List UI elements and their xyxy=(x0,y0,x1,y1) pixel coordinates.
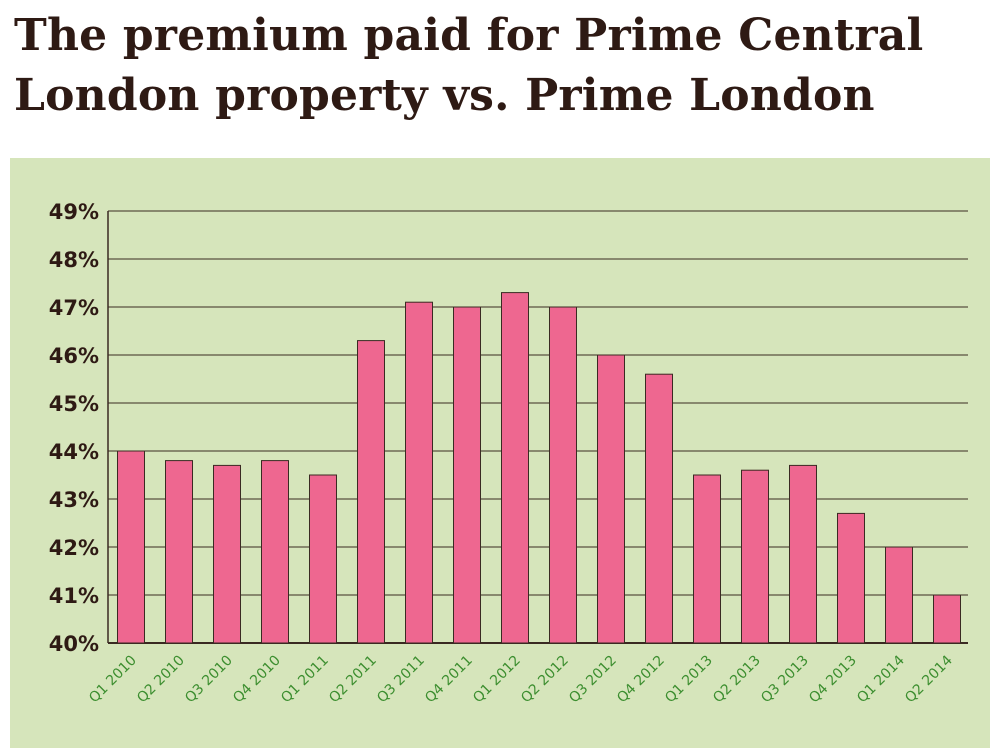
y-tick-label: 46% xyxy=(49,344,99,368)
chart-panel xyxy=(10,158,990,748)
y-tick-label: 49% xyxy=(49,200,99,224)
bar xyxy=(885,546,913,644)
bar xyxy=(309,474,337,644)
x-tick-label: Q4 2011 xyxy=(422,653,476,707)
y-tick-label: 48% xyxy=(49,248,99,272)
x-tick-label: Q4 2010 xyxy=(230,653,284,707)
gridlines xyxy=(107,210,968,644)
x-tick-label: Q1 2011 xyxy=(278,653,332,707)
y-tick-label: 47% xyxy=(49,296,99,320)
x-tick-label: Q2 2012 xyxy=(518,653,572,707)
x-tick-label: Q1 2010 xyxy=(86,653,140,707)
x-tick-label: Q2 2014 xyxy=(902,652,956,706)
bar xyxy=(549,306,577,644)
y-tick-label: 40% xyxy=(49,632,99,656)
bar xyxy=(213,464,241,644)
x-tick-label: Q2 2010 xyxy=(134,653,188,707)
bar xyxy=(741,469,769,644)
bar xyxy=(117,450,145,644)
bar xyxy=(405,301,433,644)
x-tick-label: Q3 2011 xyxy=(374,653,428,707)
bar xyxy=(837,512,865,644)
x-tick-label: Q1 2012 xyxy=(470,653,524,707)
y-tick-label: 42% xyxy=(49,536,99,560)
bar xyxy=(693,474,721,644)
x-tick-label: Q3 2012 xyxy=(566,653,620,707)
bar xyxy=(933,594,961,644)
x-tick-label: Q1 2014 xyxy=(854,652,908,706)
bar xyxy=(357,340,385,644)
y-tick-label: 43% xyxy=(49,488,99,512)
x-tick-label: Q1 2013 xyxy=(662,653,716,707)
bar xyxy=(789,464,817,644)
bar xyxy=(645,373,673,644)
bars xyxy=(117,292,961,644)
bar xyxy=(261,460,289,644)
x-tick-label: Q4 2013 xyxy=(806,653,860,707)
y-axis-ticks: 40% 41% 42% 43% 44% 45% 46% 47% 48% 49% xyxy=(49,200,99,656)
bar xyxy=(453,306,481,644)
bar xyxy=(597,354,625,644)
x-tick-label: Q2 2011 xyxy=(326,653,380,707)
y-tick-label: 45% xyxy=(49,392,99,416)
x-tick-label: Q2 2013 xyxy=(710,653,764,707)
x-tick-label: Q3 2013 xyxy=(758,653,812,707)
chart-title: The premium paid for Prime Central Londo… xyxy=(14,10,924,121)
bar xyxy=(501,292,529,644)
y-tick-label: 44% xyxy=(49,440,99,464)
y-tick-label: 41% xyxy=(49,584,99,608)
x-tick-label: Q3 2010 xyxy=(182,653,236,707)
bar xyxy=(165,460,193,644)
x-tick-label: Q4 2012 xyxy=(614,653,668,707)
